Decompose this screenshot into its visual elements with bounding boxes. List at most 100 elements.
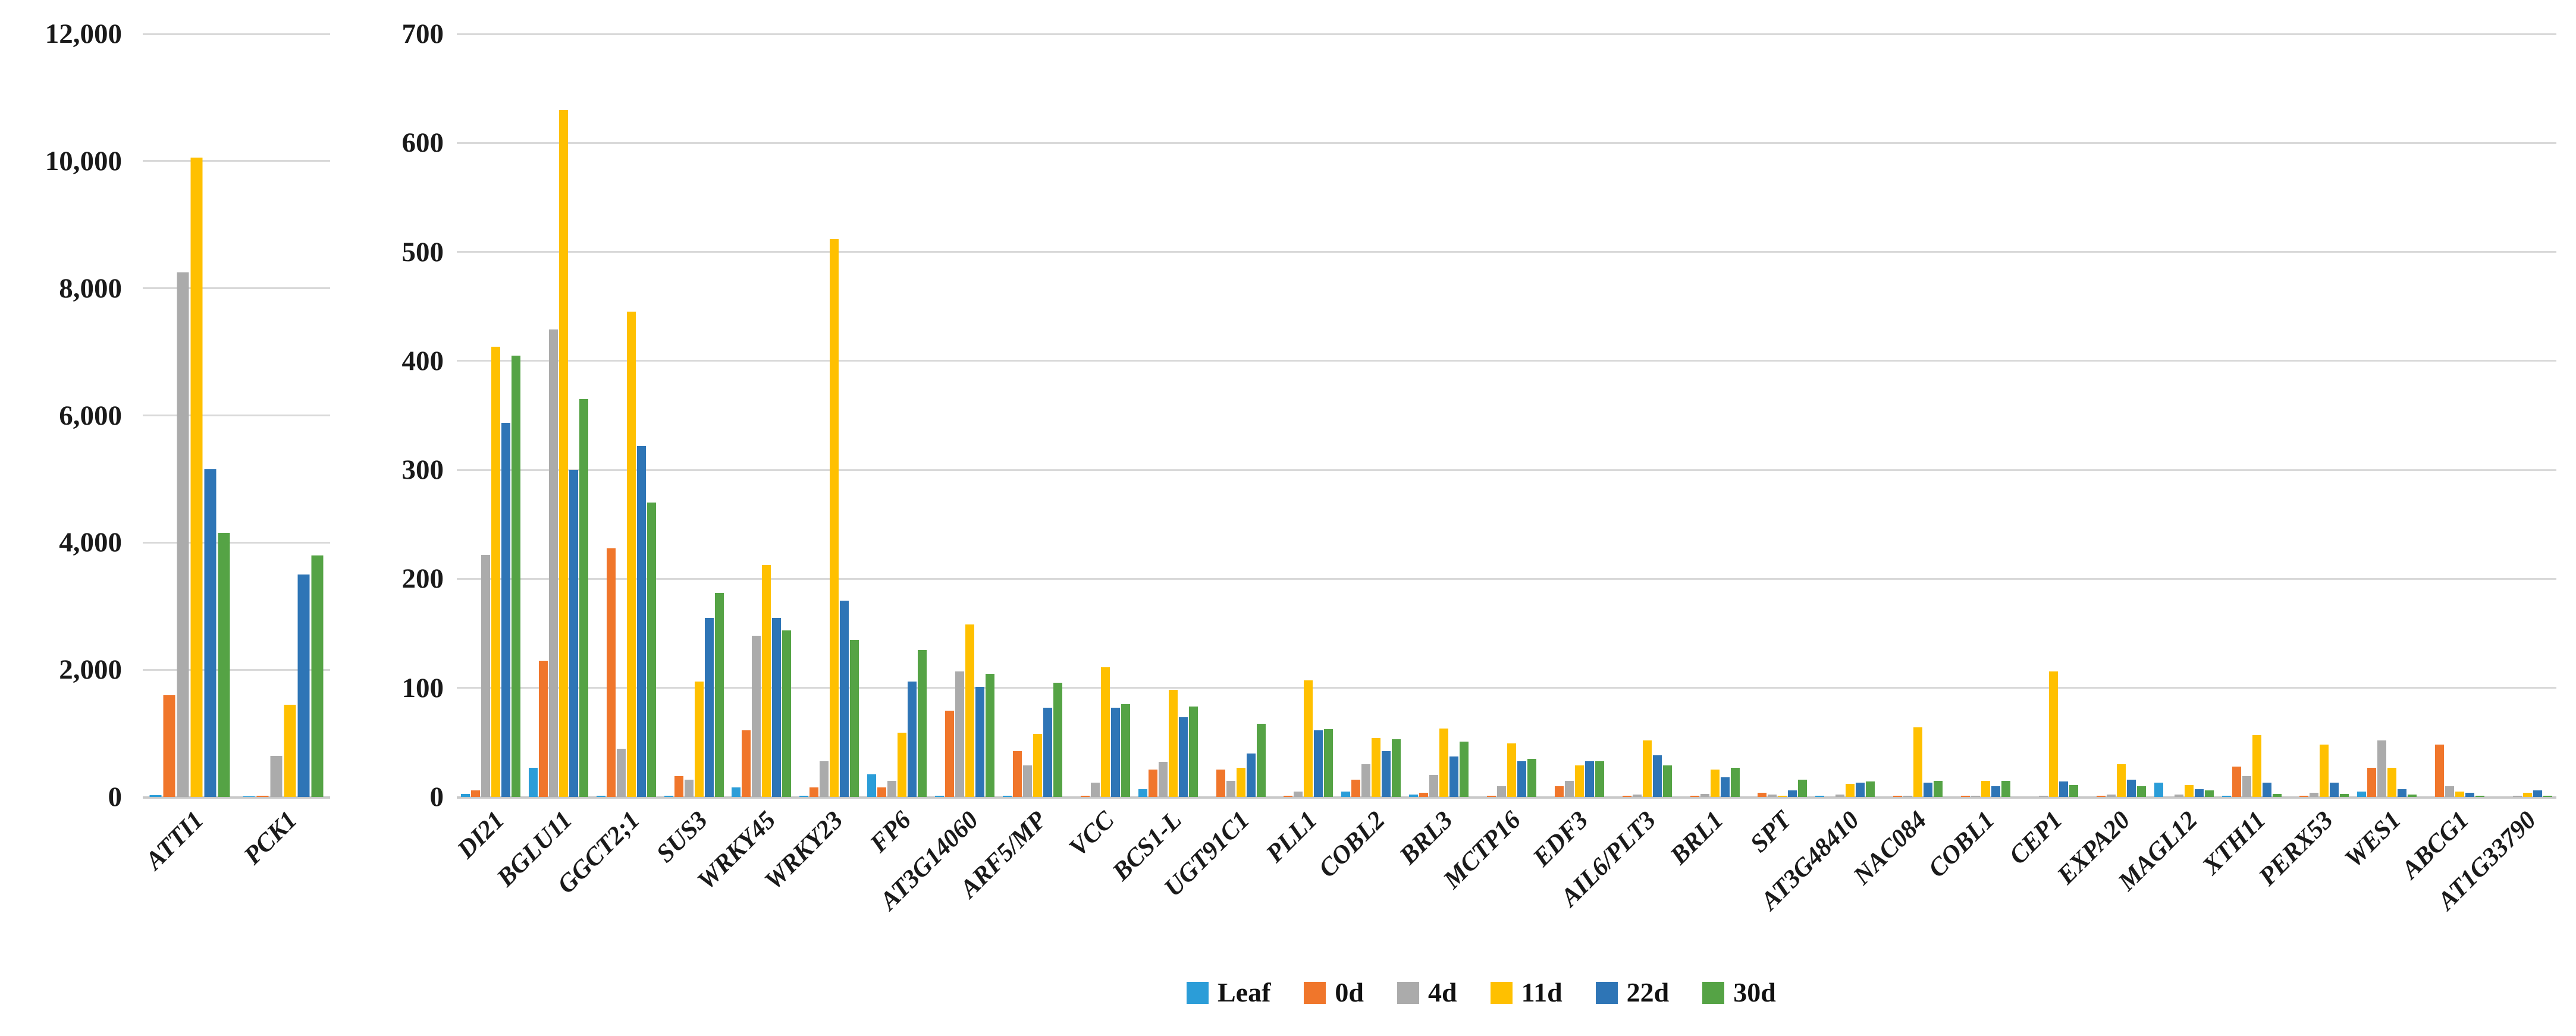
bar-11d (2116, 764, 2126, 797)
bar-30d (2001, 781, 2011, 797)
x-axis-baseline (457, 796, 2556, 799)
bar-4d (2513, 796, 2522, 797)
bar-30d (2408, 795, 2417, 797)
bar-Leaf (935, 796, 945, 797)
bar-group (2154, 783, 2214, 797)
bar-4d (684, 780, 694, 797)
bar-0d (470, 790, 480, 797)
bar-0d (1419, 793, 1429, 797)
bar-30d (579, 399, 588, 797)
bar-11d (830, 239, 839, 797)
bar-0d (2232, 767, 2241, 797)
gridline (457, 142, 2556, 144)
gridline (143, 287, 330, 290)
bar-4d (481, 555, 490, 797)
bar-11d (2455, 792, 2465, 797)
bar-Leaf (149, 795, 162, 797)
bar-30d (1121, 704, 1130, 797)
bar-22d (1110, 708, 1120, 797)
bar-30d (311, 555, 324, 797)
category-label: WES1 (2339, 806, 2406, 873)
bar-22d (840, 601, 849, 797)
category-label: VCC (1063, 806, 1120, 862)
category-label: COBL2 (1313, 806, 1391, 883)
bar-4d (548, 329, 558, 797)
bar-11d (2252, 735, 2261, 797)
bar-group (460, 347, 520, 797)
legend-label: 30d (1733, 977, 1776, 1007)
gridline (143, 160, 330, 162)
bar-4d (1226, 781, 1235, 797)
bar-Leaf (664, 796, 673, 797)
bar-22d (1788, 790, 1797, 797)
bar-11d (626, 312, 636, 797)
bar-4d (1768, 795, 1777, 797)
bar-11d (1033, 734, 1042, 797)
bar-group (1273, 680, 1334, 797)
bar-0d (809, 787, 819, 797)
gridline (143, 668, 330, 671)
bar-Leaf (1138, 789, 1147, 797)
bar-11d (2320, 745, 2329, 797)
bar-0d (1622, 796, 1631, 797)
bar-22d (1449, 756, 1459, 797)
bar-4d (1632, 795, 1642, 797)
category-label: SUS3 (651, 806, 714, 868)
bar-4d (1700, 794, 1709, 797)
bar-22d (2533, 790, 2543, 797)
bar-0d (1216, 770, 1225, 797)
bar-11d (1372, 738, 1381, 797)
legend-label: 11d (1521, 977, 1562, 1007)
bar-group (1341, 738, 1401, 797)
bar-22d (1314, 730, 1323, 797)
bar-group (1545, 761, 1604, 797)
bar-11d (559, 110, 568, 797)
bar-4d (2445, 786, 2455, 797)
bar-0d (1080, 796, 1090, 797)
legend-label: 0d (1335, 977, 1364, 1007)
bar-22d (908, 682, 917, 797)
legend-swatch-icon (1187, 981, 1209, 1004)
bar-30d (1256, 724, 1266, 797)
bar-Leaf (732, 787, 741, 797)
bar-4d (1158, 762, 1168, 797)
bar-0d (1012, 751, 1022, 797)
right-panel-y-axis: 700 600 500 400 300 200 100 0 (368, 18, 444, 812)
bar-30d (2543, 796, 2553, 797)
bar-30d (2069, 785, 2078, 797)
bar-4d (1497, 786, 1506, 797)
bar-11d (2387, 768, 2397, 797)
bar-11d (1507, 743, 1516, 797)
bar-0d (1148, 770, 1157, 797)
bar-4d (1971, 796, 1981, 797)
bar-group (1477, 743, 1536, 797)
y-axis-tick-label: 10,000 (45, 145, 122, 177)
bar-30d (1188, 707, 1198, 797)
bar-group (2357, 740, 2417, 797)
bar-group (149, 158, 230, 797)
bar-11d (1574, 765, 1584, 797)
y-axis-tick-label: 0 (108, 781, 123, 812)
bar-group (2493, 790, 2553, 797)
bar-4d (1090, 783, 1100, 797)
bar-11d (1236, 768, 1245, 797)
bar-30d (1527, 759, 1536, 797)
bar-11d (2184, 785, 2194, 797)
bar-30d (1866, 781, 1875, 797)
bar-0d (1554, 786, 1564, 797)
bar-30d (1053, 683, 1062, 797)
bar-4d (887, 781, 897, 797)
bar-11d (1100, 667, 1110, 797)
bar-0d (2367, 768, 2377, 797)
bar-11d (1304, 680, 1313, 797)
category-label: PERX53 (2253, 806, 2339, 891)
bar-group (867, 650, 927, 797)
gridline (457, 469, 2556, 471)
bar-11d (2523, 793, 2533, 797)
bar-22d (1382, 751, 1391, 797)
legend-swatch-icon (1595, 981, 1618, 1004)
bar-group (1071, 667, 1130, 797)
legend-label: 4d (1428, 977, 1457, 1007)
bar-4d (1294, 792, 1303, 797)
bar-22d (1652, 755, 1662, 797)
